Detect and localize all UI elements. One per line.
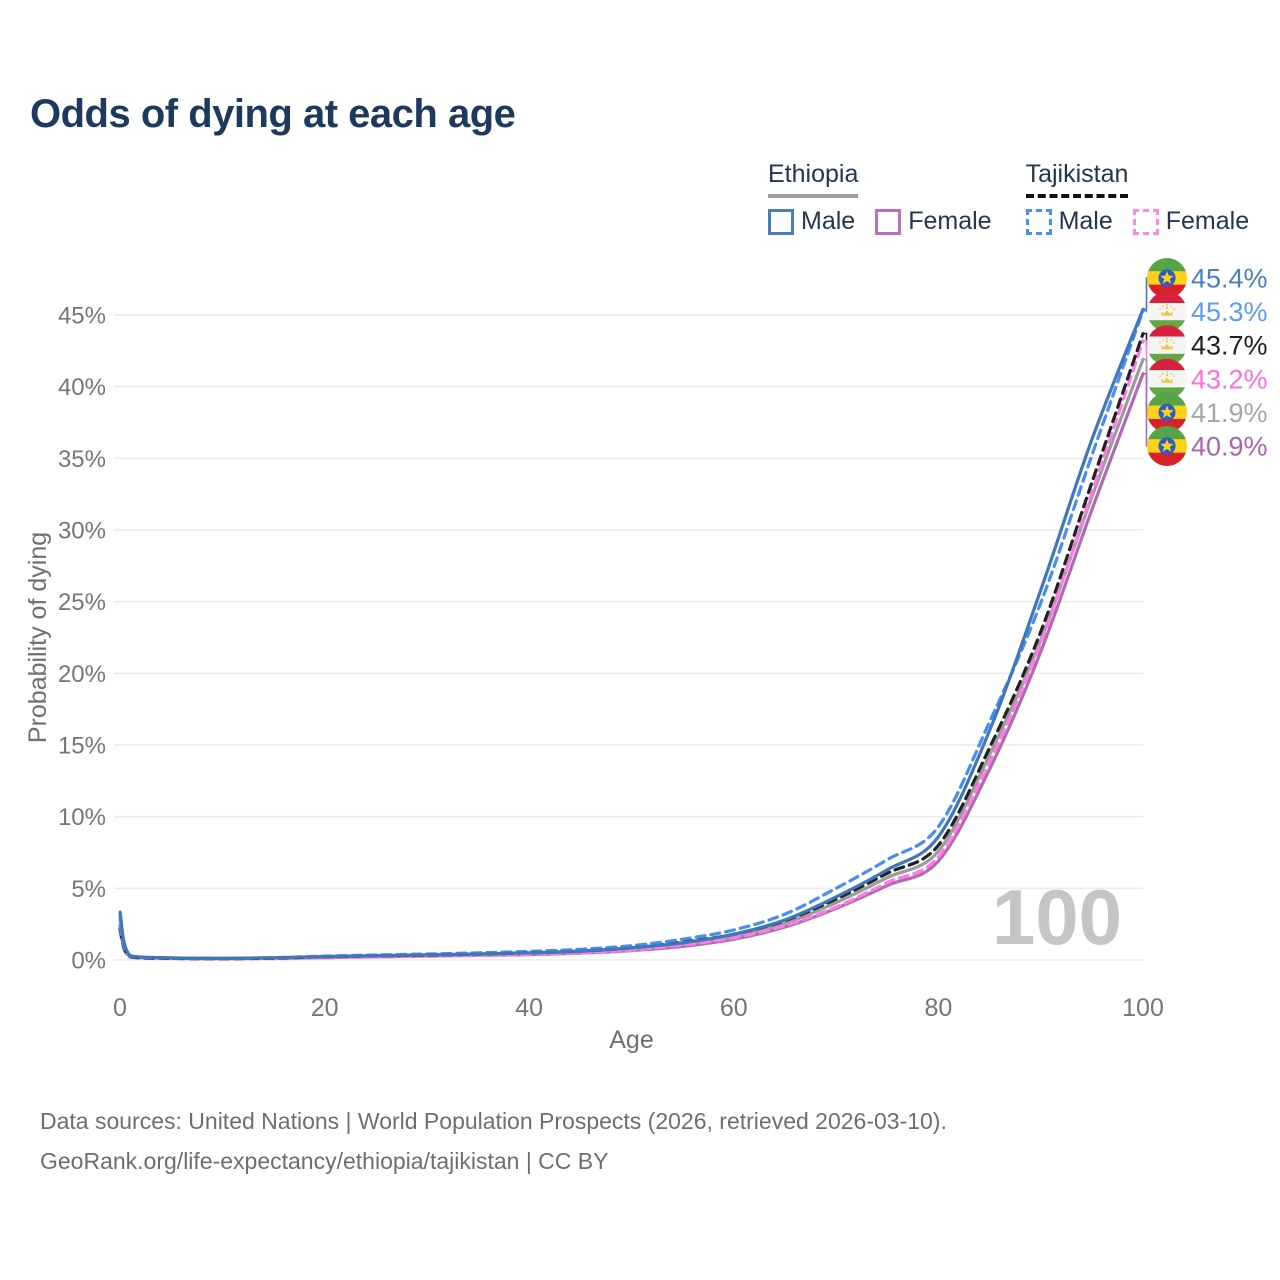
leader-line-ethiopia-female (1143, 373, 1148, 447)
footer-attribution: GeoRank.org/life-expectancy/ethiopia/taj… (40, 1148, 609, 1174)
legend-header-ethiopia: Ethiopia (768, 160, 859, 198)
leader-line-ethiopia-male (1143, 277, 1148, 311)
legend-item-label: Female (1165, 207, 1250, 235)
end-label-ethiopia-male: 45.4% (1191, 264, 1268, 294)
x-tick-label: 60 (720, 994, 748, 1022)
series-line-tajikistan-female[interactable] (118, 339, 1145, 961)
series-line-ethiopia-female[interactable] (118, 372, 1145, 961)
legend-item-ethiopia-male[interactable]: Male (768, 207, 855, 236)
y-tick-label: 10% (58, 804, 106, 831)
end-label-ethiopia-both-sexes: 41.9% (1191, 398, 1268, 428)
legend-item-label: Male (1058, 207, 1113, 235)
legend-swatch-ethiopia-female (875, 208, 902, 235)
series-line-tajikistan-male[interactable] (118, 309, 1145, 961)
end-label-tajikistan-both-sexes: 43.7% (1191, 331, 1268, 361)
y-tick-label: 45% (58, 303, 106, 330)
legend-swatch-tajikistan-male (1025, 208, 1052, 235)
series-line-ethiopia-both-sexes[interactable] (118, 357, 1145, 960)
y-axis-title: Probability of dying (24, 532, 52, 743)
ethiopia-flag-icon (1147, 426, 1187, 466)
end-label-tajikistan-male: 45.3% (1191, 297, 1268, 327)
y-tick-label: 35% (58, 446, 106, 473)
x-tick-label: 0 (113, 994, 127, 1022)
y-tick-label: 40% (58, 374, 106, 401)
legend-item-tajikistan-female[interactable]: Female (1132, 207, 1250, 236)
x-tick-label: 80 (924, 994, 952, 1022)
x-tick-label: 40 (515, 994, 543, 1022)
legend-swatch-ethiopia-male (768, 208, 794, 235)
footer-data-sources: Data sources: United Nations | World Pop… (40, 1108, 947, 1134)
y-tick-label: 15% (58, 733, 106, 760)
x-tick-label: 20 (311, 994, 339, 1022)
legend: Ethiopia Male Female Tajikistan Male (768, 160, 1249, 236)
y-tick-label: 25% (58, 589, 106, 616)
y-tick-label: 0% (71, 948, 106, 975)
y-tick-label: 20% (58, 661, 106, 688)
x-tick-label: 100 (1122, 994, 1164, 1022)
x-axis-title: Age (609, 1026, 653, 1054)
legend-group-tajikistan: Tajikistan Male Female (1025, 160, 1250, 236)
series-line-tajikistan-both-sexes[interactable] (118, 332, 1145, 961)
legend-item-tajikistan-male[interactable]: Male (1025, 207, 1113, 236)
legend-item-label: Female (908, 207, 992, 235)
legend-item-ethiopia-female[interactable]: Female (875, 207, 992, 236)
series-line-ethiopia-male[interactable] (118, 307, 1145, 960)
legend-group-ethiopia: Ethiopia Male Female (768, 160, 992, 236)
end-label-ethiopia-female: 40.9% (1191, 432, 1268, 462)
page-title: Odds of dying at each age (30, 92, 516, 136)
end-label-tajikistan-female: 43.2% (1191, 364, 1268, 394)
y-tick-label: 5% (71, 876, 106, 903)
leader-line-tajikistan-male (1143, 309, 1148, 313)
y-tick-label: 30% (58, 518, 106, 545)
legend-header-tajikistan: Tajikistan (1025, 160, 1129, 198)
age-counter-watermark: 100 (992, 873, 1122, 961)
legend-swatch-tajikistan-female (1132, 208, 1159, 235)
legend-item-label: Male (801, 207, 856, 235)
